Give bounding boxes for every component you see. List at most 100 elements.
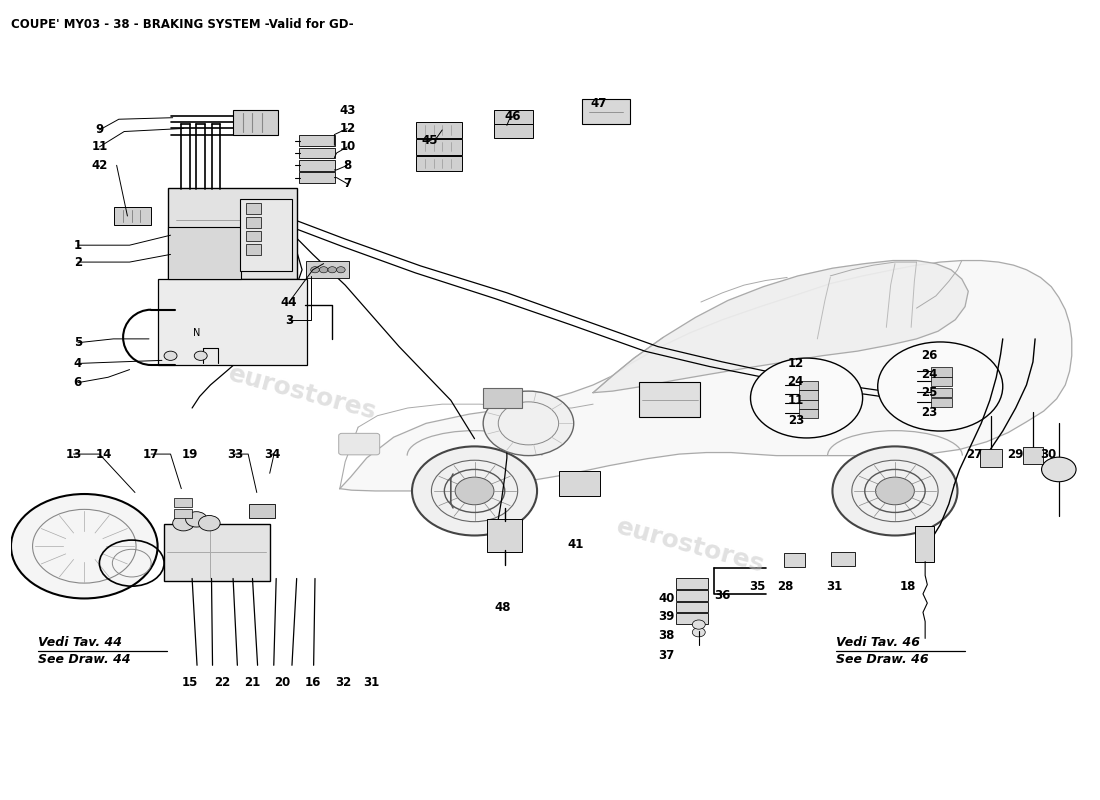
Text: 41: 41 <box>568 538 584 551</box>
Text: 43: 43 <box>339 103 355 117</box>
Text: 48: 48 <box>494 601 510 614</box>
Text: 22: 22 <box>214 676 230 689</box>
FancyBboxPatch shape <box>676 590 708 601</box>
FancyBboxPatch shape <box>299 148 336 158</box>
Circle shape <box>483 391 574 456</box>
Text: 4: 4 <box>74 357 82 370</box>
Circle shape <box>412 446 537 535</box>
FancyBboxPatch shape <box>559 471 600 495</box>
FancyBboxPatch shape <box>931 378 953 386</box>
Text: 37: 37 <box>658 649 674 662</box>
FancyBboxPatch shape <box>174 498 192 507</box>
FancyBboxPatch shape <box>799 409 818 418</box>
Text: 10: 10 <box>339 140 355 154</box>
FancyBboxPatch shape <box>174 509 192 518</box>
Text: 23: 23 <box>922 406 937 419</box>
Text: 47: 47 <box>591 98 607 110</box>
Text: 8: 8 <box>343 159 352 172</box>
Circle shape <box>692 620 705 629</box>
FancyBboxPatch shape <box>299 160 336 170</box>
Circle shape <box>319 266 328 273</box>
Text: 24: 24 <box>788 375 804 388</box>
FancyBboxPatch shape <box>157 279 308 365</box>
FancyBboxPatch shape <box>416 122 462 138</box>
Text: 21: 21 <box>244 676 261 689</box>
Text: 17: 17 <box>143 447 160 461</box>
Text: 25: 25 <box>922 386 937 399</box>
Text: 9: 9 <box>96 123 103 137</box>
FancyBboxPatch shape <box>245 203 261 214</box>
FancyBboxPatch shape <box>114 206 151 226</box>
Text: 5: 5 <box>74 336 82 350</box>
Text: 27: 27 <box>967 447 983 461</box>
Text: 18: 18 <box>900 580 916 593</box>
Circle shape <box>833 446 957 535</box>
Circle shape <box>1042 457 1076 482</box>
Text: Vedi Tav. 46: Vedi Tav. 46 <box>836 636 920 649</box>
Text: 12: 12 <box>788 357 804 370</box>
FancyBboxPatch shape <box>168 227 241 279</box>
FancyBboxPatch shape <box>799 381 818 390</box>
Circle shape <box>878 342 1003 431</box>
FancyBboxPatch shape <box>299 135 336 146</box>
FancyBboxPatch shape <box>307 262 350 278</box>
FancyBboxPatch shape <box>233 110 278 134</box>
Text: 33: 33 <box>227 447 243 461</box>
Text: 16: 16 <box>305 676 321 689</box>
Text: 7: 7 <box>343 178 351 190</box>
FancyBboxPatch shape <box>240 199 292 271</box>
Text: 14: 14 <box>96 447 112 461</box>
Text: 38: 38 <box>658 629 674 642</box>
FancyBboxPatch shape <box>676 578 708 590</box>
Text: 3: 3 <box>285 314 294 327</box>
Text: 2: 2 <box>74 255 81 269</box>
Text: 19: 19 <box>182 447 198 461</box>
Text: 26: 26 <box>922 350 937 362</box>
FancyBboxPatch shape <box>799 399 818 409</box>
FancyBboxPatch shape <box>784 553 805 567</box>
FancyBboxPatch shape <box>832 552 855 566</box>
Circle shape <box>310 266 319 273</box>
Text: 31: 31 <box>826 580 843 593</box>
FancyBboxPatch shape <box>487 519 522 552</box>
Circle shape <box>337 266 345 273</box>
FancyBboxPatch shape <box>931 398 953 407</box>
Circle shape <box>328 266 337 273</box>
Text: 34: 34 <box>264 447 280 461</box>
Text: COUPE' MY03 - 38 - BRAKING SYSTEM -Valid for GD-: COUPE' MY03 - 38 - BRAKING SYSTEM -Valid… <box>11 18 353 30</box>
FancyBboxPatch shape <box>494 110 532 124</box>
Text: 31: 31 <box>363 676 379 689</box>
Circle shape <box>11 494 157 598</box>
FancyBboxPatch shape <box>416 139 462 154</box>
Text: 12: 12 <box>339 122 355 135</box>
Text: 6: 6 <box>74 376 82 389</box>
FancyBboxPatch shape <box>416 156 462 171</box>
Text: 44: 44 <box>280 295 297 309</box>
Text: 13: 13 <box>65 447 81 461</box>
Text: 39: 39 <box>658 610 674 623</box>
Text: 46: 46 <box>504 110 520 122</box>
FancyBboxPatch shape <box>931 388 953 398</box>
FancyBboxPatch shape <box>915 526 934 562</box>
Circle shape <box>455 477 494 505</box>
FancyBboxPatch shape <box>245 245 261 255</box>
Circle shape <box>173 515 195 531</box>
FancyBboxPatch shape <box>168 187 297 279</box>
Text: 11: 11 <box>91 140 108 154</box>
Circle shape <box>750 358 862 438</box>
Polygon shape <box>340 261 1071 491</box>
Text: See Draw. 46: See Draw. 46 <box>836 654 928 666</box>
FancyBboxPatch shape <box>582 99 630 124</box>
FancyBboxPatch shape <box>250 504 275 518</box>
Text: eurostores: eurostores <box>614 515 767 578</box>
Text: Vedi Tav. 44: Vedi Tav. 44 <box>37 636 122 649</box>
Text: 15: 15 <box>182 676 198 689</box>
Text: 36: 36 <box>714 589 730 602</box>
Text: 40: 40 <box>658 592 674 605</box>
Circle shape <box>692 628 705 637</box>
Text: 28: 28 <box>777 580 793 593</box>
Text: 1: 1 <box>74 238 81 252</box>
Text: 24: 24 <box>922 368 937 381</box>
Text: N: N <box>192 328 200 338</box>
FancyBboxPatch shape <box>980 449 1002 467</box>
